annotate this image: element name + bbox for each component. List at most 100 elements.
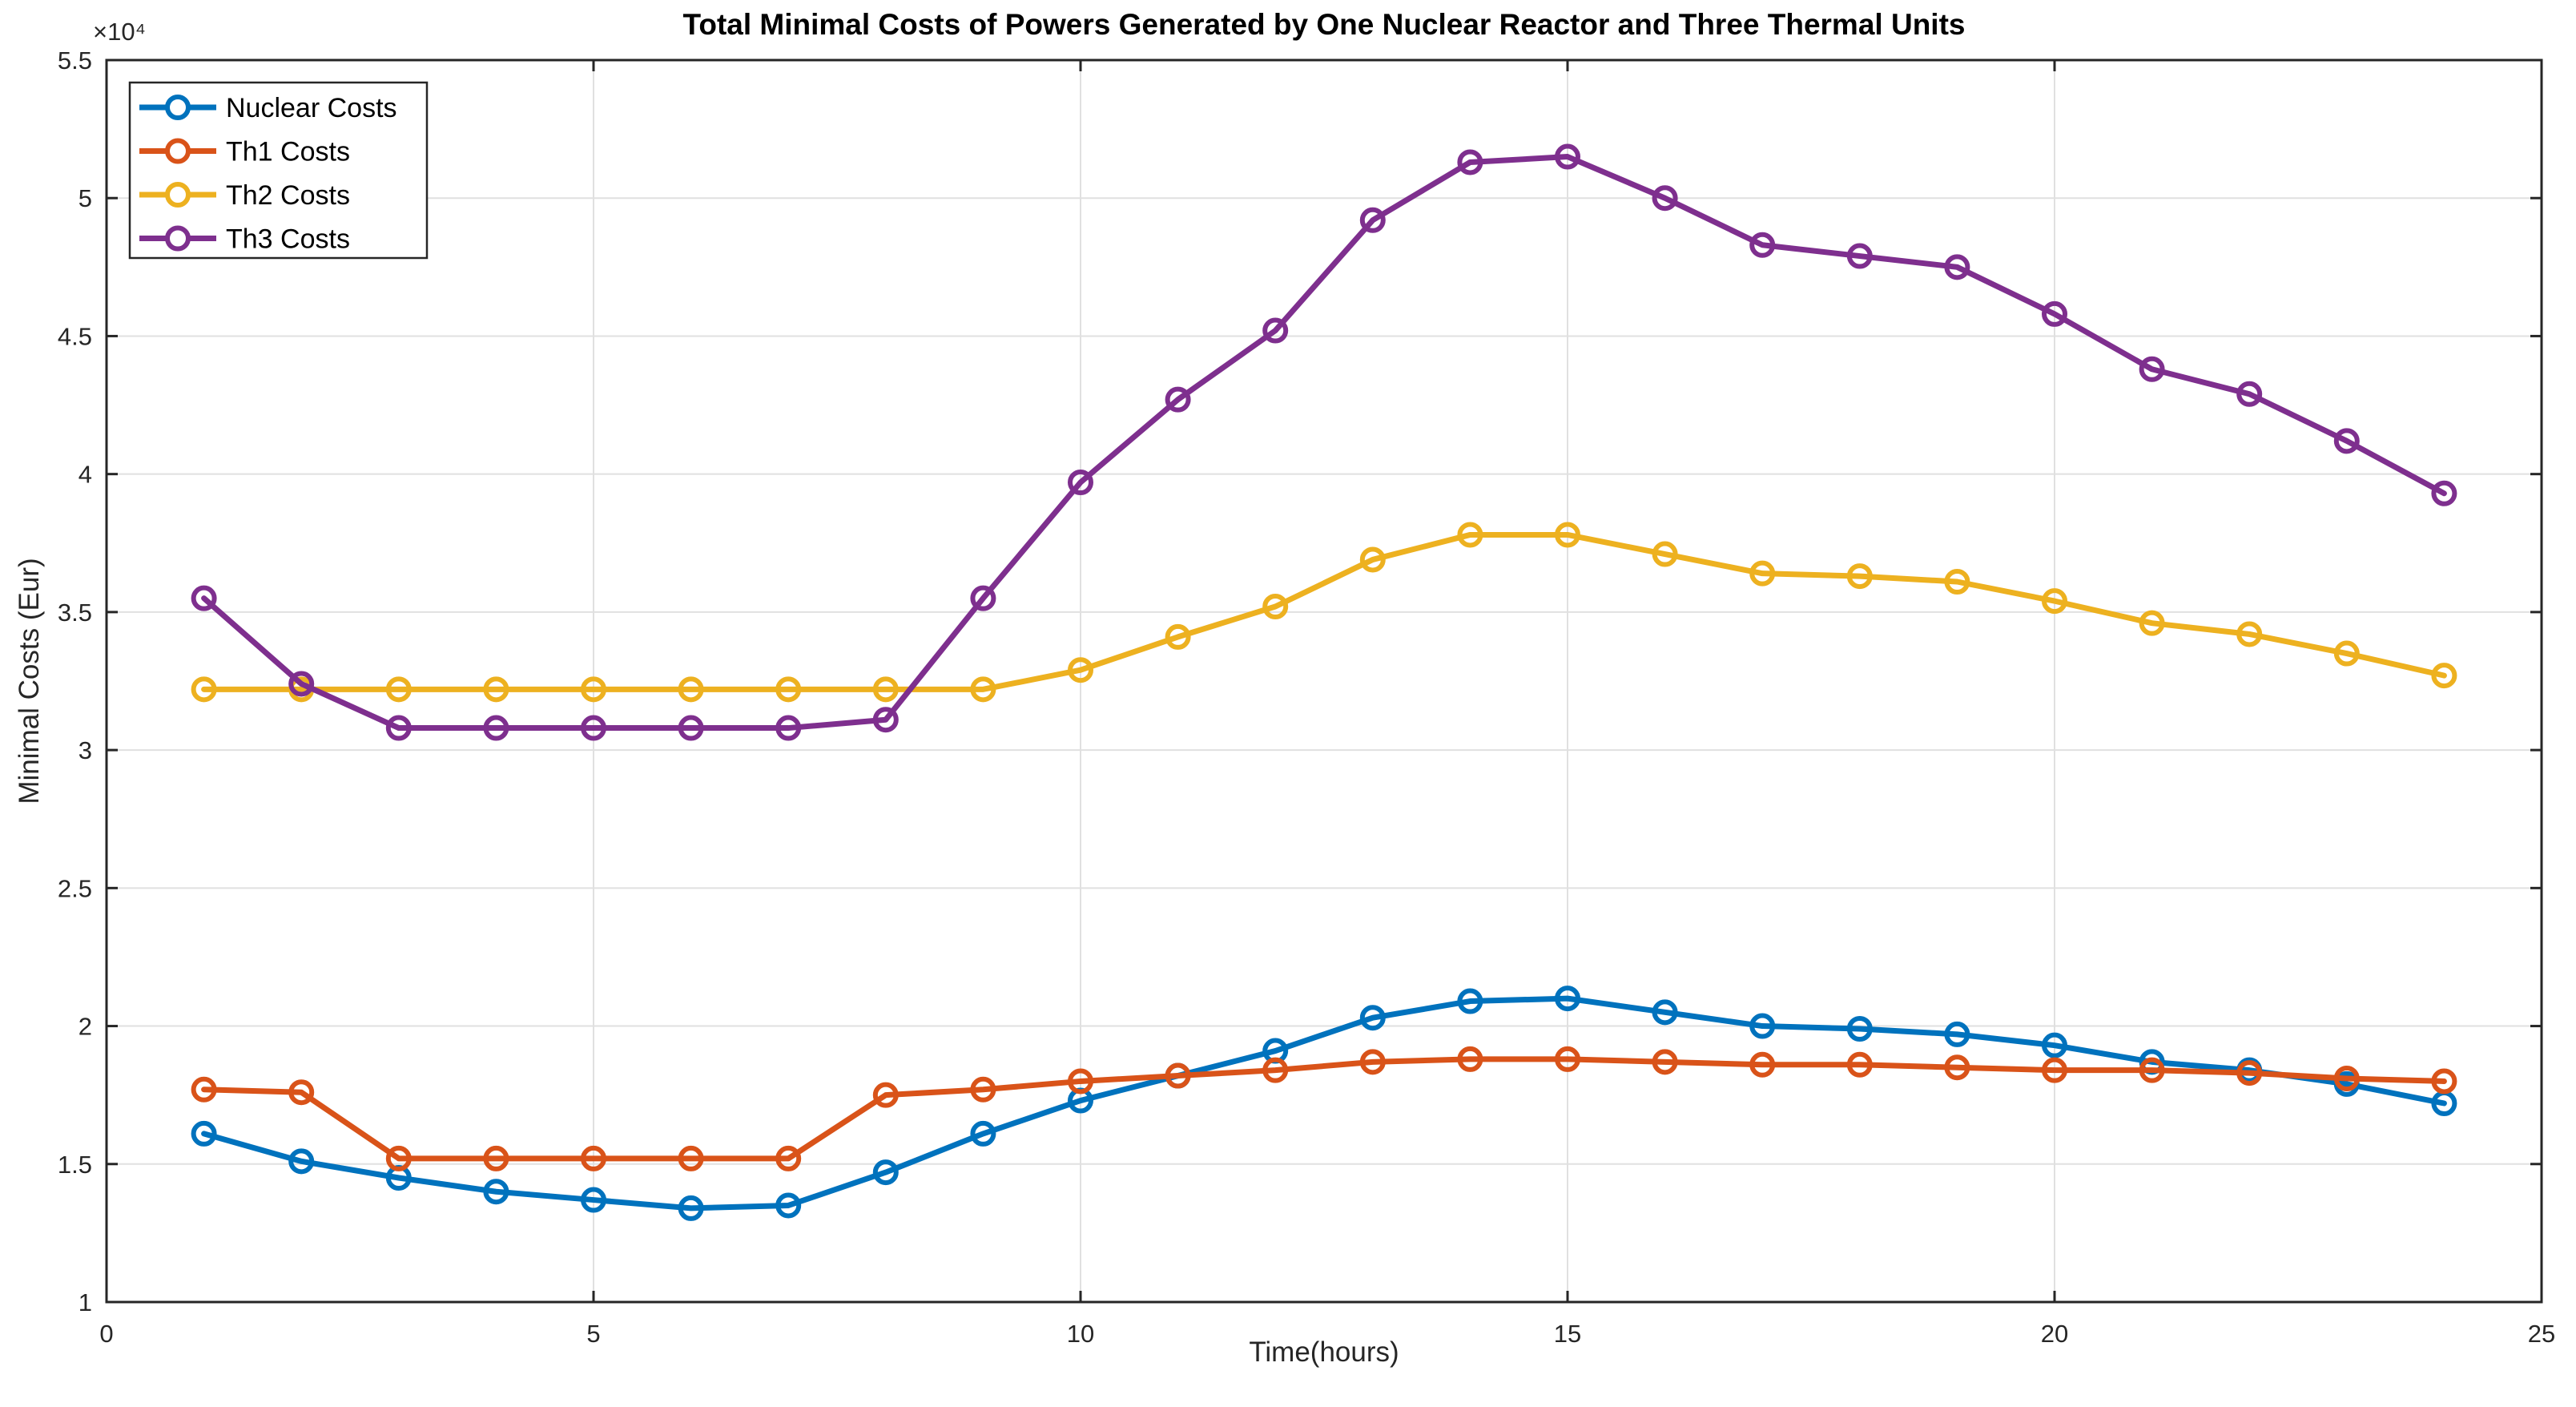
- y-tick-label: 2: [78, 1013, 92, 1041]
- x-axis-label: Time(hours): [1249, 1336, 1399, 1368]
- series-th1-costs-marker: [1846, 1051, 1873, 1078]
- series-th1-costs-marker: [678, 1145, 704, 1171]
- series-th2-costs-marker: [2431, 663, 2457, 689]
- x-tick-label: 5: [586, 1320, 600, 1348]
- series-th1-costs-marker: [288, 1079, 315, 1106]
- x-tick-label: 20: [2041, 1320, 2068, 1348]
- series-th3-costs-marker: [1359, 207, 1386, 233]
- series-th2-costs-marker: [385, 676, 412, 703]
- y-tick-label: 1: [78, 1288, 92, 1316]
- series-nuclear-costs-marker: [775, 1192, 802, 1219]
- series-th2-costs-marker: [1846, 563, 1873, 590]
- legend: Nuclear Costs Th1 Costs Th2 Costs Th3 Costs: [128, 81, 429, 260]
- y-tick-label: 2.5: [58, 874, 92, 902]
- y-axis-label: Minimal Costs (Eur): [14, 558, 45, 804]
- series-th2-costs-marker: [2236, 621, 2263, 647]
- series-th3-costs-marker: [2042, 300, 2067, 327]
- series-nuclear-costs-marker: [1652, 999, 1678, 1026]
- series-th1-costs-marker: [1457, 1046, 1483, 1072]
- series-th2-costs-marker: [2042, 588, 2067, 615]
- series-th3-costs-marker: [775, 715, 802, 741]
- series-th1-costs-marker: [483, 1145, 509, 1171]
- series-nuclear-costs-marker: [1846, 1016, 1873, 1042]
- series-th1-costs-marker: [1068, 1068, 1093, 1095]
- series-th2-costs-marker: [678, 676, 704, 703]
- series-th1-costs-marker: [1652, 1049, 1678, 1075]
- series-th1-costs: [191, 1046, 2457, 1171]
- y-axis-exponent: ×10⁴: [93, 18, 146, 46]
- series-th3-costs-marker: [1068, 470, 1093, 495]
- series-th2-costs-marker: [1359, 546, 1386, 573]
- legend-marker-sample: [165, 95, 191, 120]
- series-nuclear-costs-marker: [288, 1148, 315, 1175]
- series-th3-costs-marker: [2236, 381, 2263, 407]
- series-nuclear-costs-marker: [2042, 1032, 2067, 1058]
- series-th1-costs-marker: [2236, 1060, 2263, 1086]
- series-th1-costs-marker: [385, 1145, 412, 1171]
- y-tick-label: 1.5: [58, 1151, 92, 1179]
- series-th2-costs-marker: [483, 676, 509, 703]
- series-th2-costs-marker: [2333, 640, 2360, 667]
- series-th3-costs-marker: [678, 715, 704, 741]
- series-th2-costs-marker: [872, 676, 899, 703]
- series-nuclear-costs: [191, 986, 2457, 1221]
- y-tick-label: 4: [78, 461, 92, 489]
- series-th3-costs-marker: [872, 707, 899, 733]
- series-th2-costs-marker: [191, 676, 217, 703]
- series-th1-costs-marker: [1555, 1046, 1580, 1072]
- series-th2-costs-marker: [1262, 594, 1289, 619]
- legend-marker-sample: [165, 138, 191, 164]
- x-tick-label: 0: [99, 1320, 113, 1348]
- legend-entry-label: Th1 Costs: [226, 137, 350, 167]
- series-th2-costs-marker: [1165, 623, 1191, 650]
- series-th2-costs-marker: [970, 676, 996, 703]
- series-th3-costs-marker: [1457, 149, 1483, 175]
- x-tick-label: 10: [1067, 1320, 1094, 1348]
- series-th1-costs-marker: [2042, 1057, 2067, 1083]
- series-th3-costs-line: [201, 154, 2447, 732]
- series-th1-costs-marker: [191, 1076, 217, 1103]
- legend-marker-sample: [165, 225, 191, 252]
- series-nuclear-costs-marker: [1359, 1005, 1386, 1031]
- series-th1-costs-marker: [1749, 1051, 1776, 1078]
- series-th1-costs-marker: [872, 1082, 899, 1108]
- series-th3-costs-marker: [385, 715, 412, 741]
- y-tick-label: 5: [78, 184, 92, 212]
- series-th1-costs-marker: [1262, 1057, 1289, 1083]
- series-th3-costs-marker: [2139, 356, 2165, 382]
- series-nuclear-costs-marker: [483, 1179, 509, 1205]
- series-th1-costs-marker: [2333, 1066, 2360, 1091]
- series-th3-costs-marker: [288, 671, 315, 697]
- series-th2-costs-marker: [1944, 569, 1970, 595]
- series-th3-costs-marker: [1652, 185, 1678, 212]
- x-tick-label: 25: [2528, 1320, 2555, 1348]
- series-th1-costs-marker: [1359, 1049, 1386, 1075]
- series-nuclear-costs-marker: [872, 1159, 899, 1186]
- series-th1-costs-marker: [2431, 1068, 2457, 1095]
- series-nuclear-costs-marker: [1555, 986, 1580, 1012]
- series-nuclear-costs-line: [201, 995, 2447, 1211]
- series-th1-costs-marker: [970, 1076, 996, 1103]
- series-nuclear-costs-marker: [1944, 1021, 1970, 1047]
- y-tick-label: 5.5: [58, 46, 92, 75]
- series-th3-costs-marker: [1749, 232, 1776, 258]
- legend-entry-label: Nuclear Costs: [226, 93, 397, 123]
- series-th2-costs-marker: [1068, 657, 1093, 683]
- legend-entry-nuclear-costs: Nuclear Costs: [139, 93, 397, 123]
- series-th1-costs-marker: [581, 1145, 606, 1171]
- series-th2-costs-marker: [775, 676, 802, 703]
- series-th3-costs-marker: [1555, 143, 1580, 170]
- series-th1-costs-marker: [1944, 1054, 1970, 1081]
- series-th3-costs-marker: [1944, 254, 1970, 280]
- series-th2-costs-marker: [581, 676, 606, 703]
- series-th1-costs-marker: [1165, 1062, 1191, 1089]
- axis-box: [105, 58, 2543, 1304]
- y-tick-label: 3: [78, 736, 92, 764]
- series-th1-costs-line: [201, 1056, 2447, 1162]
- series-th3-costs-marker: [191, 585, 217, 611]
- legend-entry-th2-costs: Th2 Costs: [139, 180, 350, 211]
- series-th3-costs-marker: [1262, 317, 1289, 344]
- series-nuclear-costs-marker: [970, 1120, 996, 1147]
